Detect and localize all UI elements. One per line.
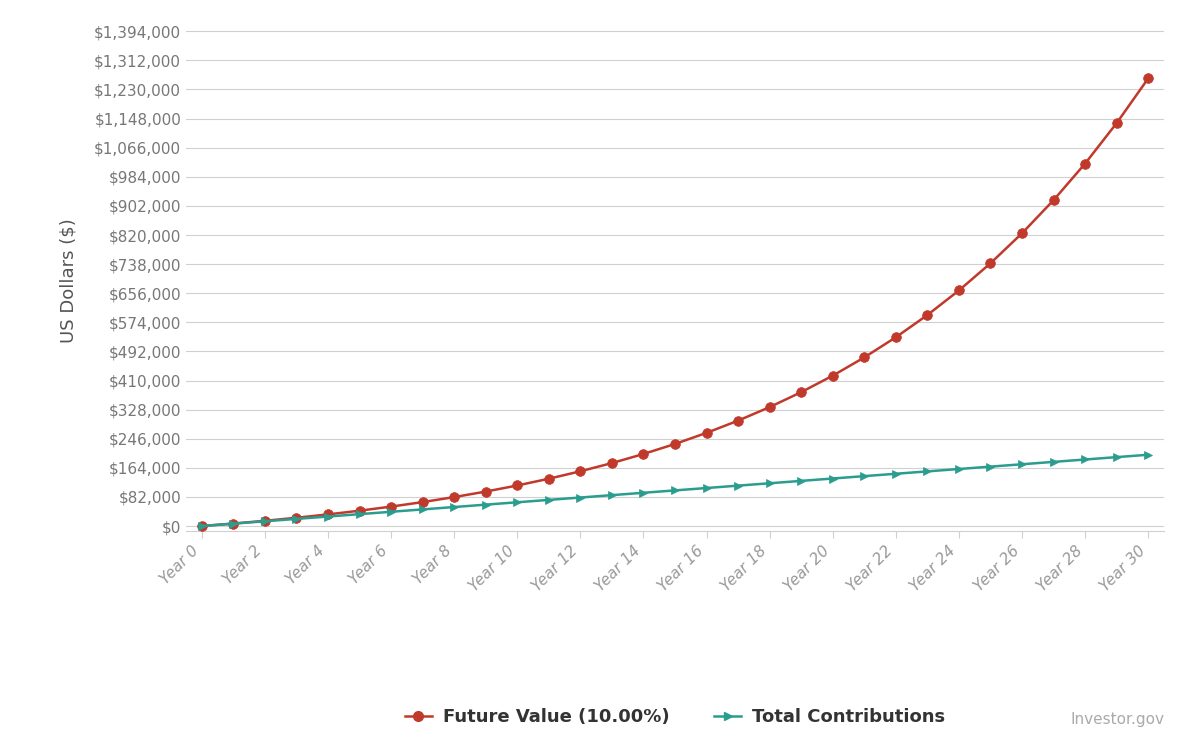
Y-axis label: US Dollars ($): US Dollars ($): [59, 218, 77, 343]
Text: Investor.gov: Investor.gov: [1070, 712, 1164, 727]
Legend: Future Value (10.00%), Total Contributions: Future Value (10.00%), Total Contributio…: [397, 700, 953, 733]
